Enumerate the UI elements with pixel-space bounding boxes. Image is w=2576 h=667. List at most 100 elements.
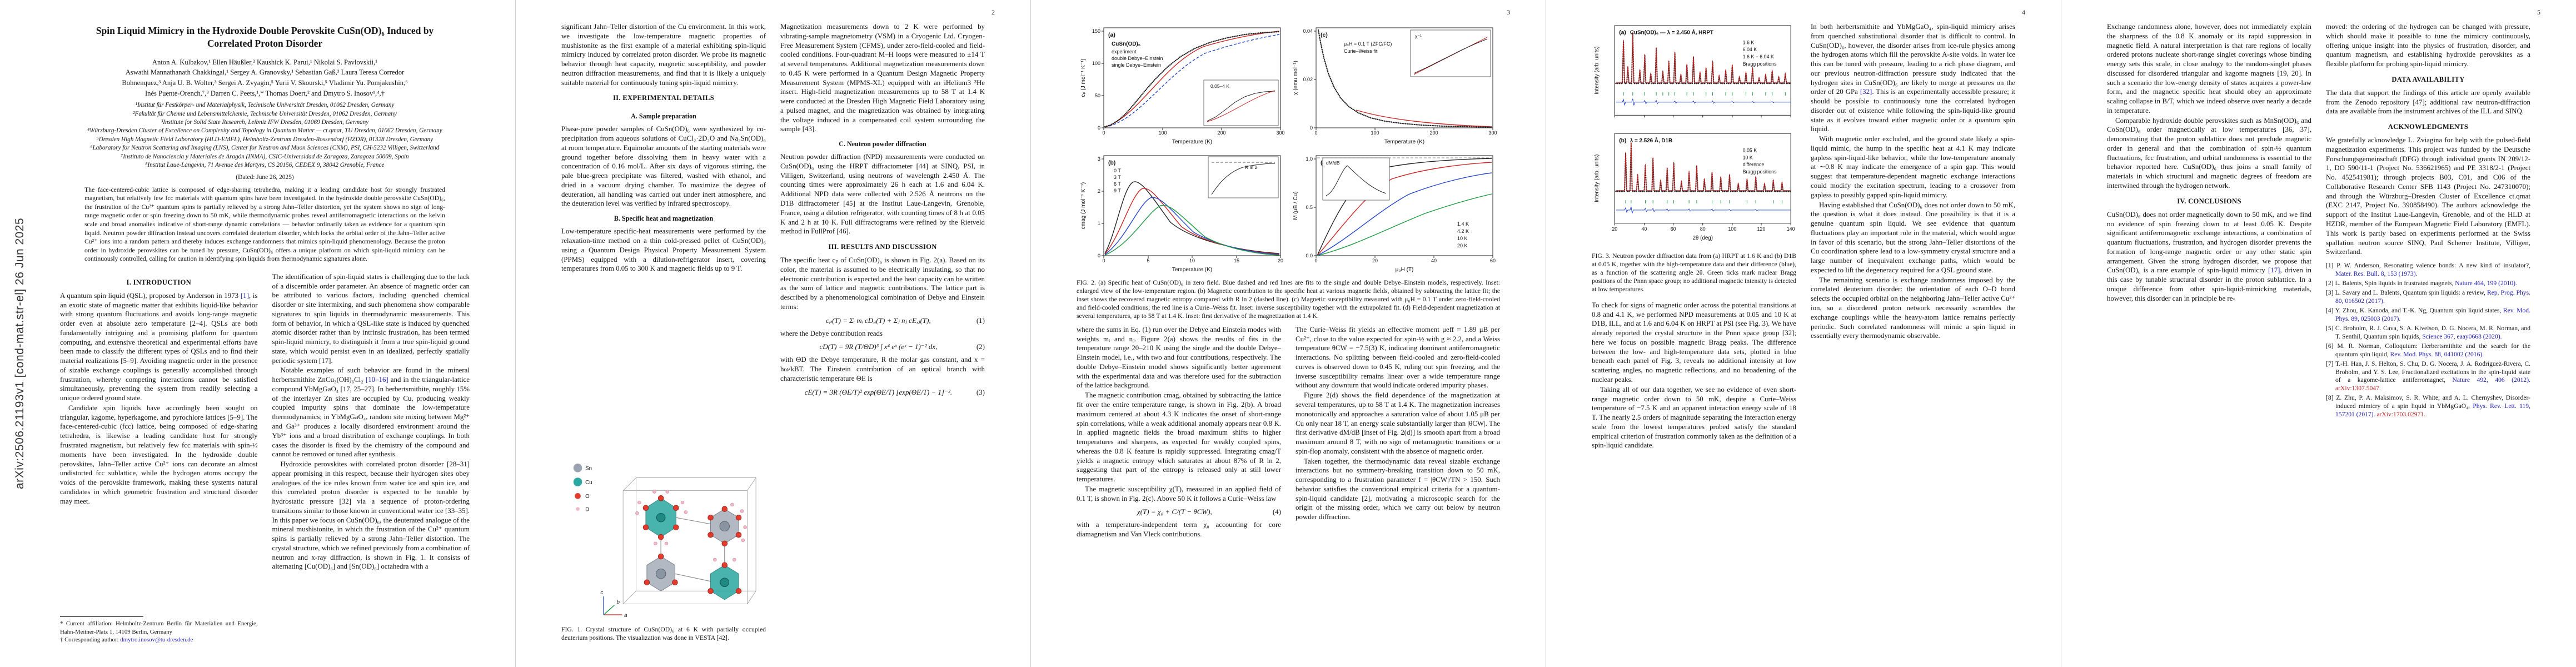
- subsection-heading: B. Specific heat and magnetization: [614, 215, 714, 223]
- page5-right-column: moved: the ordering of the hydrogen can …: [2326, 22, 2530, 644]
- page-5: 5 Exchange randomness alone, however, do…: [2061, 0, 2576, 667]
- fig1-legend: Sn Cu O D: [573, 464, 592, 513]
- svg-text:200: 200: [1429, 130, 1438, 136]
- citation[interactable]: [1]: [240, 291, 249, 300]
- svg-text:Bragg positions: Bragg positions: [1743, 61, 1777, 67]
- panel-tag: (a): [1108, 32, 1115, 38]
- svg-text:1.0: 1.0: [1306, 156, 1313, 162]
- subsection-heading: A. Sample preparation: [631, 112, 696, 121]
- deuterium-atoms: [635, 490, 747, 562]
- equation: χ(T) = χ₀ + C/(T − θCW), (4): [1137, 507, 1281, 516]
- page2-left-column: significant Jahn–Teller distortion of th…: [561, 22, 766, 644]
- svg-text:0: 0: [1314, 130, 1317, 136]
- svg-text:0 T: 0 T: [1114, 168, 1121, 173]
- reference-link[interactable]: Rev. Mod. Phys. 89, 025003 (2017).: [2335, 307, 2530, 322]
- svg-text:9 T: 9 T: [1114, 188, 1121, 193]
- reference-link[interactable]: Nature 492, 406 (2012).: [2452, 376, 2530, 384]
- svg-text:2: 2: [1098, 188, 1100, 194]
- page-2: 2 significant Jahn–Teller distortion of …: [515, 0, 1030, 667]
- svg-text:0: 0: [1314, 258, 1317, 263]
- citation[interactable]: [17]: [2268, 266, 2280, 275]
- panel-b-inset: R ln 2: [1208, 156, 1279, 198]
- reference-link[interactable]: Phys. Rev. Lett. 119, 157201 (2017).: [2335, 402, 2530, 418]
- svg-text:1.6 K − 6.04 K: 1.6 K − 6.04 K: [1743, 54, 1774, 59]
- svg-text:1: 1: [1098, 221, 1100, 226]
- specific-heat-data: [1104, 31, 1280, 128]
- magnetization-20K: [1317, 193, 1492, 256]
- y-axis-label: Intensity (arb. units): [1594, 155, 1600, 202]
- section-heading: DATA AVAILABILITY: [2391, 75, 2465, 83]
- svg-text:R ln 2: R ln 2: [1245, 165, 1257, 170]
- affiliation-line: ¹Institut für Festkörper- und Materialph…: [135, 102, 395, 109]
- fig3-caption: FIG. 3. Neutron powder diffraction data …: [1592, 252, 1796, 293]
- citation[interactable]: [32]: [1860, 88, 1872, 96]
- crystal-axes: a b c: [600, 590, 627, 619]
- citation[interactable]: [10–16]: [365, 376, 388, 384]
- x-axis-label: 2θ (deg): [1692, 235, 1713, 241]
- paragraph: The identification of spin-liquid states…: [272, 272, 470, 365]
- svg-text:Curie–Weiss fit: Curie–Weiss fit: [1344, 48, 1378, 54]
- npd-low-T-data: [1616, 32, 1791, 83]
- y-axis-label: Intensity (arb. units): [1594, 46, 1600, 94]
- paper-title: Spin Liquid Mimicry in the Hydroxide Dou…: [96, 25, 434, 49]
- arxiv-link[interactable]: arXiv:1703.02971.: [2376, 410, 2425, 418]
- svg-text:20: 20: [1372, 258, 1378, 263]
- affiliation-line: ⁷Instituto de Nanociencia y Materiales d…: [121, 153, 409, 160]
- panel-d-inset: dM/dB: [1322, 157, 1390, 201]
- panel-a-inset: 0.05–4 K: [1203, 79, 1279, 126]
- arxiv-link[interactable]: arXiv:1307.5047.: [2335, 385, 2381, 392]
- reference-link[interactable]: Nature 464, 199 (2010).: [2455, 280, 2517, 287]
- y-axis-label: χ (emu mol⁻¹): [1293, 61, 1299, 95]
- reference: [8] Z. Zhu, P. A. Maksimov, S. R. White,…: [2326, 394, 2530, 418]
- paragraph: A quantum spin liquid (QSL), proposed by…: [60, 291, 258, 402]
- svg-text:100: 100: [1158, 130, 1167, 136]
- svg-text:0: 0: [1310, 125, 1313, 131]
- svg-text:3 T: 3 T: [1114, 175, 1121, 180]
- svg-text:6.04 K: 6.04 K: [1743, 47, 1757, 52]
- equation: cₚ(T) = Σᵢ mᵢ cD,ᵢ(T) + Σⱼ nⱼ cE,ⱼ(T), (1…: [826, 316, 985, 325]
- paragraph: Notable examples of such behavior are fo…: [272, 366, 470, 459]
- paragraph: The data that support the findings of th…: [2326, 88, 2530, 116]
- panel-title: CuSn(OD)₆: [1112, 41, 1140, 47]
- affiliation-line: ⁵Dresden High Magnetic Field Laboratory …: [96, 136, 434, 143]
- cu-atom: [720, 578, 730, 588]
- reference-link[interactable]: Rep. Prog. Phys. 80, 016502 (2017).: [2335, 289, 2530, 305]
- paragraph: where the Debye contribution reads: [780, 329, 883, 337]
- paragraph: The remaining scenario is exchange rando…: [1811, 276, 2015, 340]
- equation: cD(T) = 9R (T/ΘD)³ ∫ x⁴ eˣ (eˣ − 1)⁻² dx…: [819, 342, 985, 351]
- reference-link[interactable]: Mater. Res. Bull. 8, 153 (1973).: [2335, 270, 2418, 277]
- page-number: 4: [2022, 8, 2025, 16]
- curie-weiss-fit: [1356, 109, 1492, 127]
- svg-text:b: b: [616, 600, 620, 606]
- paragraph: Taken together, the thermodynamic data r…: [1296, 457, 1500, 521]
- panel-c-inset: χ⁻¹: [1410, 29, 1491, 77]
- y-axis-label: M (μB / Cu): [1293, 191, 1299, 220]
- svg-text:0: 0: [1102, 130, 1105, 136]
- bond-lines: [660, 517, 725, 582]
- svg-text:c: c: [600, 590, 603, 596]
- svg-text:0: 0: [1098, 253, 1100, 258]
- paragraph: Hydroxide perovskites with correlated pr…: [272, 460, 470, 571]
- page2-right-column: Magnetization measurements down to 2 K w…: [780, 22, 985, 644]
- panel-title: λ = 2.526 Å, D1B: [1630, 138, 1672, 144]
- oxygen-atoms: [642, 495, 742, 594]
- paragraph: The magnetic susceptibility χ(T), measur…: [1077, 485, 1281, 502]
- reference: [1] P. W. Anderson, Resonating valence b…: [2326, 262, 2530, 277]
- figure-2: 0 100 200 300 0 50 100 150 Temperature (…: [1077, 22, 1500, 276]
- svg-text:1.6 K: 1.6 K: [1743, 39, 1755, 45]
- npd-low-T-data: [1616, 142, 1791, 191]
- panel-tag: (c): [1321, 32, 1328, 38]
- svg-text:300: 300: [1276, 130, 1284, 136]
- svg-text:100: 100: [1092, 61, 1100, 66]
- reference-link[interactable]: Rev. Mod. Phys. 88, 041002 (2016).: [2390, 350, 2484, 358]
- email-link[interactable]: dmytro.inosov@tu-dresden.de: [120, 636, 193, 643]
- page3-left-column: where the sums in Eq. (1) run over the D…: [1077, 325, 1281, 644]
- page3-right-column: The Curie–Weiss fit yields an effective …: [1296, 325, 1500, 644]
- magnetization-10K: [1317, 172, 1492, 256]
- panel-tag: (a): [1619, 30, 1626, 36]
- abstract: The face-centered-cubic lattice is compo…: [84, 186, 445, 263]
- paragraph: Low-temperature specific-heat measuremen…: [561, 227, 766, 273]
- affiliation-line: ⁶Laboratory for Neutron Scattering and I…: [90, 145, 440, 152]
- page5-left-column: Exchange randomness alone, however, does…: [2107, 22, 2311, 644]
